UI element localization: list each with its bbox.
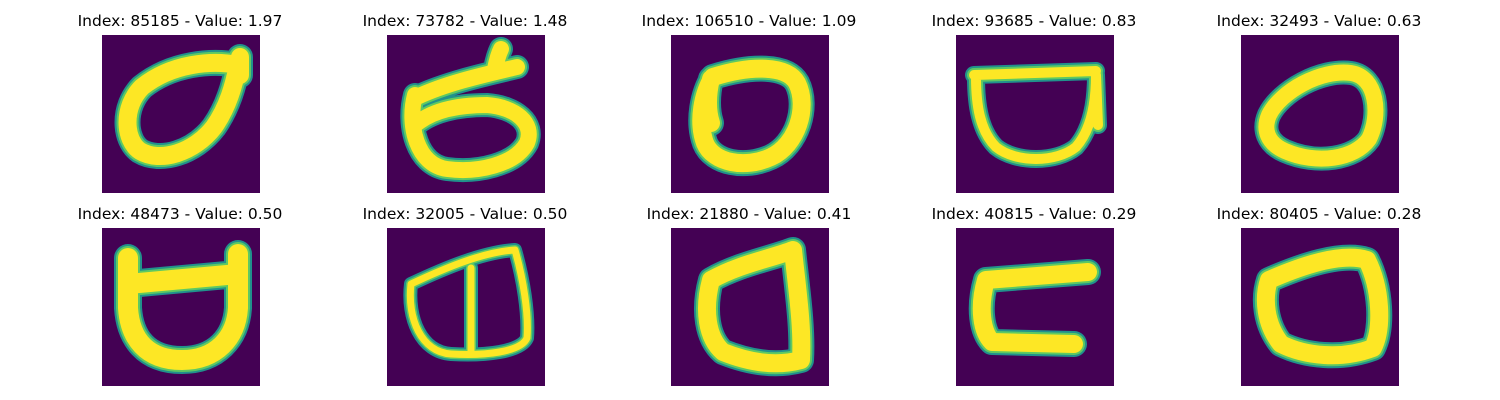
panel-title: Index: 80405 - Value: 0.28 — [1216, 205, 1422, 223]
digit-image — [102, 35, 260, 193]
panel-title: Index: 32493 - Value: 0.63 — [1216, 12, 1422, 30]
digit-image — [102, 228, 260, 386]
digit-image — [671, 228, 829, 386]
panel-title: Index: 21880 - Value: 0.41 — [646, 205, 852, 223]
panel-title: Index: 93685 - Value: 0.83 — [931, 12, 1137, 30]
panel-title: Index: 106510 - Value: 1.09 — [641, 12, 857, 30]
panel-title: Index: 32005 - Value: 0.50 — [362, 205, 568, 223]
panel-title: Index: 85185 - Value: 1.97 — [77, 12, 283, 30]
panel-title: Index: 40815 - Value: 0.29 — [931, 205, 1137, 223]
panel-title: Index: 73782 - Value: 1.48 — [362, 12, 568, 30]
digit-image — [1241, 228, 1399, 386]
digit-image — [671, 35, 829, 193]
digit-image — [387, 35, 545, 193]
digit-image — [956, 35, 1114, 193]
panel-title: Index: 48473 - Value: 0.50 — [77, 205, 283, 223]
digit-image — [387, 228, 545, 386]
digit-image — [1241, 35, 1399, 193]
digit-image — [956, 228, 1114, 386]
